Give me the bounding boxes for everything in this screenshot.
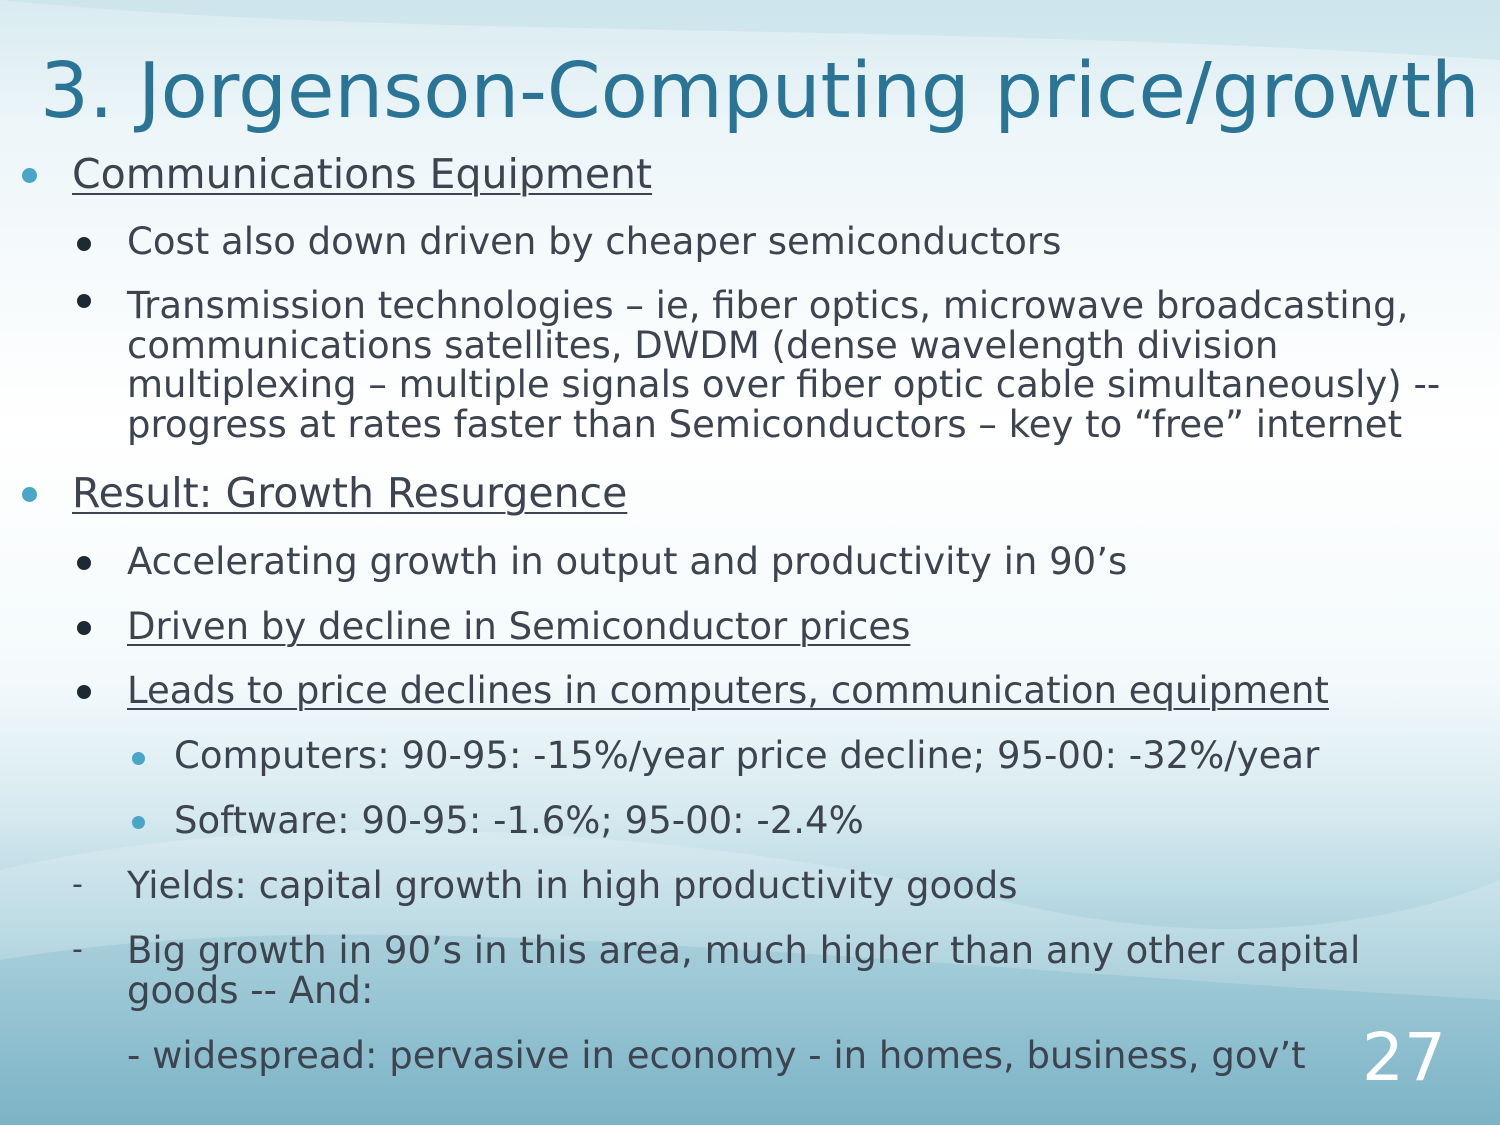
list-item: Driven by decline in Semiconductor price…: [127, 605, 911, 648]
page-number: 27: [1362, 1019, 1446, 1096]
bullet-icon: [77, 237, 91, 251]
list-item: Leads to price declines in computers, co…: [127, 669, 1329, 712]
dash-marker: -: [72, 932, 83, 967]
bullet-icon: [132, 816, 145, 829]
sub-list-item: Computers: 90-95: -15%/year price declin…: [174, 734, 1320, 777]
section-heading-communications: Communications Equipment: [72, 150, 653, 198]
bullet-icon: [77, 294, 91, 308]
bullet-icon: [77, 685, 91, 699]
bullet-icon: [77, 621, 91, 635]
slide-title: 3. Jorgenson-Computing price/growth: [40, 47, 1480, 136]
list-item: Cost also down driven by cheaper semicon…: [127, 220, 1062, 263]
bullet-icon: [22, 487, 37, 502]
list-item: Accelerating growth in output and produc…: [127, 540, 1128, 583]
section-heading-result: Result: Growth Resurgence: [72, 469, 628, 517]
bullet-icon: [22, 168, 37, 183]
continuation-line: - widespread: pervasive in economy - in …: [127, 1034, 1306, 1077]
bullet-icon: [77, 556, 91, 570]
sub-list-item: Software: 90-95: -1.6%; 95-00: -2.4%: [174, 799, 864, 842]
list-item: Transmission technologies – ie, fiber op…: [127, 284, 1441, 446]
list-item: Yields: capital growth in high productiv…: [127, 864, 1018, 907]
list-item: Big growth in 90’s in this area, much hi…: [127, 929, 1361, 1012]
bullet-icon: [132, 752, 145, 765]
dash-marker: -: [72, 867, 83, 902]
